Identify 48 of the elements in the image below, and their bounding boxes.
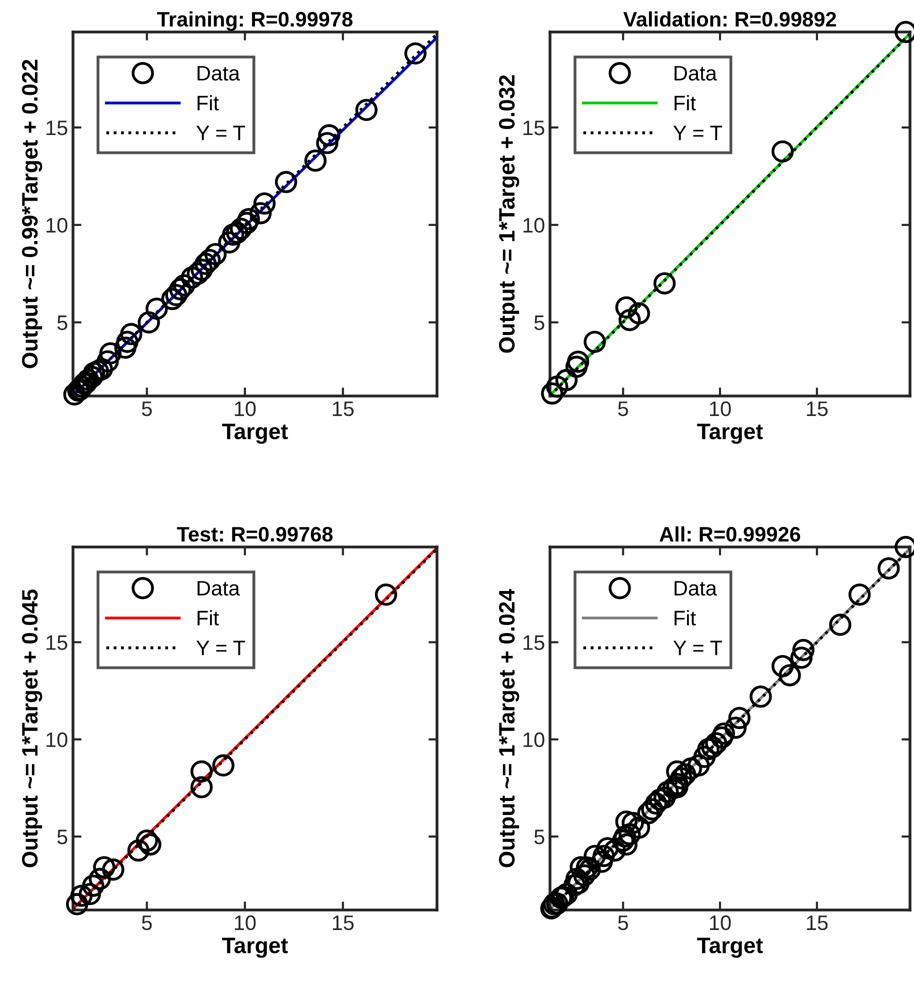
- legend-label: Y = T: [196, 126, 246, 140]
- y-tick-label: 10: [46, 732, 68, 748]
- y-tick-label: 10: [46, 218, 68, 233]
- x-tick-label: 15: [806, 402, 828, 416]
- x-tick-label: 5: [142, 916, 152, 930]
- x-tick-label: 5: [618, 402, 628, 416]
- x-tick-label: 15: [806, 916, 828, 930]
- y-tick-label: 15: [46, 635, 68, 650]
- y-tick-label: 5: [57, 830, 68, 844]
- y-axis-title: Output ~= 1*Target + 0.024: [498, 588, 520, 868]
- chart-title: All: R=0.99926: [660, 526, 800, 542]
- x-tick-label: 10: [710, 915, 731, 930]
- legend-label: Fit: [674, 610, 696, 626]
- chart-title: Test: R=0.99768: [176, 526, 333, 542]
- x-tick-label: 5: [142, 402, 152, 416]
- x-tick-label: 10: [234, 401, 256, 416]
- legend-label: Fit: [674, 95, 696, 110]
- legend-label: Y = T: [196, 640, 246, 656]
- y-tick-label: 5: [57, 316, 68, 330]
- x-tick-label: 10: [234, 915, 256, 930]
- y-tick-label: 15: [524, 635, 544, 650]
- legend-label: Data: [674, 66, 717, 81]
- chart-title: Training: R=0.99978: [157, 11, 353, 31]
- y-tick-label: 10: [524, 732, 544, 748]
- x-axis-title: Target: [222, 938, 288, 958]
- y-tick-label: 5: [534, 316, 544, 330]
- y-axis-title: Output ~= 0.99*Target + 0.022: [22, 60, 42, 368]
- y-axis-title: Output ~= 1*Target + 0.045: [22, 589, 42, 868]
- legend-label: Y = T: [673, 126, 722, 140]
- chart-title: Validation: R=0.99892: [623, 11, 836, 27]
- legend-label: Data: [674, 581, 717, 596]
- legend-label: Fit: [198, 95, 219, 110]
- x-tick-label: 10: [710, 401, 731, 416]
- x-tick-label: 15: [332, 916, 354, 930]
- x-tick-label: 5: [618, 916, 628, 930]
- y-tick-label: 5: [534, 830, 544, 844]
- legend-label: Y = T: [673, 640, 722, 656]
- y-tick-label: 10: [524, 218, 544, 233]
- x-axis-title: Target: [697, 938, 763, 958]
- x-axis-title: Target: [697, 424, 763, 444]
- x-tick-label: 15: [332, 402, 354, 416]
- y-tick-label: 15: [524, 120, 544, 136]
- legend-label: Fit: [198, 610, 219, 626]
- y-axis-title: Output ~= 1*Target + 0.032: [498, 75, 520, 353]
- legend-label: Data: [198, 66, 240, 81]
- legend-label: Data: [198, 581, 240, 596]
- y-tick-label: 15: [46, 120, 68, 136]
- x-axis-title: Target: [222, 424, 288, 444]
